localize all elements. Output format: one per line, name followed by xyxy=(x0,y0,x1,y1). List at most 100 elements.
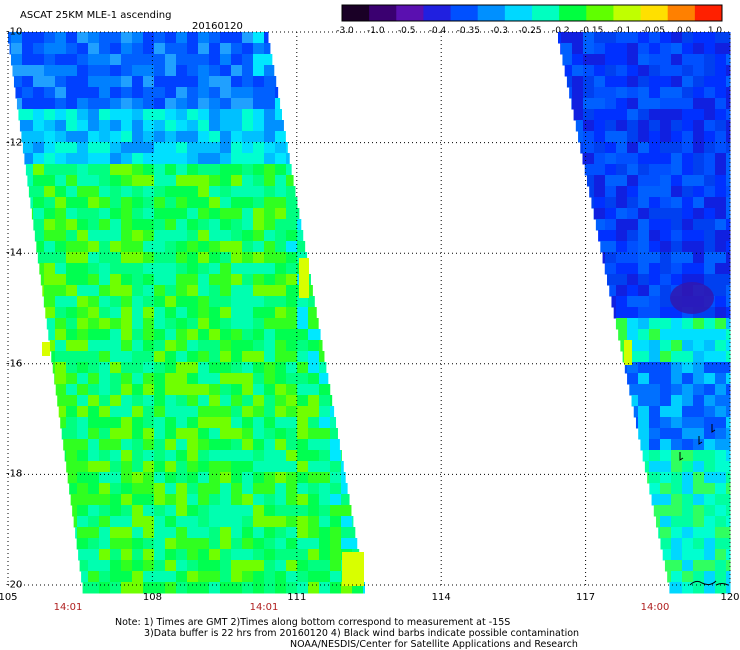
swath-cell xyxy=(154,351,166,363)
swath-cell xyxy=(594,197,606,209)
swath-cell xyxy=(638,208,650,220)
swath-cell xyxy=(88,571,100,583)
swath-cell xyxy=(715,230,727,242)
swath-cell xyxy=(627,65,639,77)
swath-cell xyxy=(253,549,265,561)
swath-cell xyxy=(44,43,56,55)
swath-cell xyxy=(176,197,188,209)
swath-cell xyxy=(33,219,45,231)
swath-cell xyxy=(66,252,78,264)
swath-cell xyxy=(671,483,683,495)
swath-cell xyxy=(187,54,199,66)
swath-cell xyxy=(715,483,727,495)
swath-cell xyxy=(132,340,144,352)
swath-cell xyxy=(308,549,320,561)
swath-cell xyxy=(231,560,243,572)
swath-cell xyxy=(198,571,210,583)
swath-cell xyxy=(209,186,221,198)
swath-cell xyxy=(154,505,166,517)
swath-cell xyxy=(671,560,683,572)
swath-cell xyxy=(693,208,705,220)
swath-cell xyxy=(187,439,199,451)
swath-cell xyxy=(110,274,122,286)
swath-cell xyxy=(143,362,155,374)
swath-cell xyxy=(704,571,716,583)
swath-cell xyxy=(682,538,694,550)
swath-cell xyxy=(584,164,595,176)
swath-cell xyxy=(704,318,716,330)
swath-cell xyxy=(627,153,639,165)
swath-cell xyxy=(726,252,731,264)
swath-cell xyxy=(176,142,188,154)
swath-cell xyxy=(704,406,716,418)
swath-cell xyxy=(67,472,78,484)
swath-cell xyxy=(715,285,727,297)
swath-cell xyxy=(638,318,650,330)
swath-cell xyxy=(231,285,243,297)
swath-cell xyxy=(110,65,122,77)
swath-cell xyxy=(110,285,122,297)
swath-cell xyxy=(121,252,133,264)
swath-cell xyxy=(44,109,56,121)
swath-cell xyxy=(176,296,188,308)
colorbar-swatch xyxy=(450,5,479,21)
swath-cell xyxy=(110,120,122,132)
swath-cell xyxy=(209,395,221,407)
swath-cell xyxy=(253,274,265,286)
swath-cell xyxy=(99,285,111,297)
swath-cell xyxy=(682,483,694,495)
swath-cell xyxy=(209,362,221,374)
swath-cell xyxy=(88,461,100,473)
swath-cell xyxy=(308,318,319,330)
swath-cell xyxy=(99,274,111,286)
swath-cell xyxy=(286,329,298,341)
swath-cell xyxy=(110,362,122,374)
swath-cell xyxy=(627,54,639,66)
swath-cell xyxy=(594,175,606,187)
swath-cell xyxy=(275,417,287,429)
swath-cell xyxy=(242,417,254,429)
swath-cell xyxy=(187,230,199,242)
swath-cell xyxy=(627,296,639,308)
swath-cell xyxy=(275,241,287,253)
swath-cell xyxy=(198,417,210,429)
swath-cell xyxy=(88,494,100,506)
swath-cell xyxy=(209,76,221,88)
swath-cell xyxy=(704,219,716,231)
swath-cell xyxy=(121,54,133,66)
swath-cell xyxy=(649,109,661,121)
swath-cell xyxy=(660,296,672,308)
swath-cell xyxy=(616,274,628,286)
swath-cell xyxy=(66,406,78,418)
swath-cell xyxy=(176,395,188,407)
swath-cell xyxy=(275,307,287,319)
swath-cell xyxy=(715,318,727,330)
swath-cell xyxy=(594,109,606,121)
latitude-label: -12 xyxy=(6,137,23,149)
colorbar-swatch xyxy=(586,5,614,21)
colorbar-swatch xyxy=(342,5,370,21)
swath-cell xyxy=(231,263,243,275)
swath-cell xyxy=(726,351,731,363)
swath-cell xyxy=(330,461,342,473)
swath-cell xyxy=(198,307,210,319)
swath-cell xyxy=(715,472,727,484)
colorbar-border xyxy=(341,4,723,22)
swath-cell xyxy=(154,516,166,528)
swath-cell xyxy=(99,340,111,352)
swath-cell xyxy=(286,538,298,550)
swath-cell xyxy=(253,351,265,363)
swath-cell xyxy=(297,318,309,330)
swath-cell xyxy=(209,32,221,44)
swath-cell xyxy=(70,494,78,506)
swath-cell xyxy=(583,54,595,66)
swath-cell xyxy=(638,362,650,374)
swath-cell xyxy=(583,76,595,88)
swath-cell xyxy=(660,428,672,440)
swath-cell xyxy=(132,549,144,561)
swath-cell xyxy=(638,153,650,165)
swath-cell xyxy=(242,307,254,319)
swath-cell xyxy=(613,307,617,319)
swath-cell xyxy=(704,241,716,253)
swath-cell xyxy=(671,428,683,440)
